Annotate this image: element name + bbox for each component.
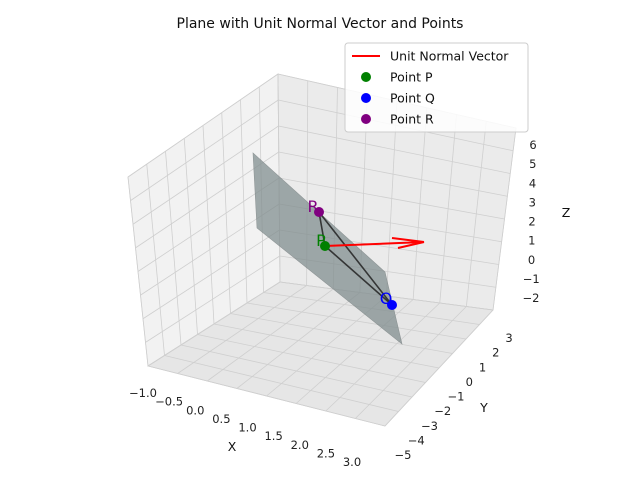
tick-labels: −1.0−0.50.00.51.01.52.02.53.0 −5−4−3−2−10… <box>129 138 540 469</box>
y-tick-label: 0 <box>466 375 473 389</box>
grid-line-x <box>386 100 398 297</box>
z-tick-label: 3 <box>529 195 536 209</box>
point-p-label: P <box>316 231 326 250</box>
z-tick-label: 4 <box>529 176 536 190</box>
point-r-marker <box>314 207 324 217</box>
y-tick-label: −5 <box>395 448 412 462</box>
y-tick-label: −4 <box>408 433 425 447</box>
x-tick-label: −1.0 <box>129 386 157 400</box>
grid-line-x <box>465 121 487 307</box>
legend-label-point-r: Point R <box>390 112 434 127</box>
normal-shaft <box>324 241 425 247</box>
z-tick-label: −1 <box>523 272 540 286</box>
edge-r-p <box>318 211 326 247</box>
legend-label-point-q: Point Q <box>390 91 435 106</box>
triangle-edges <box>318 211 393 306</box>
y-tick-label: −1 <box>448 390 465 404</box>
grid-line-x <box>384 309 494 427</box>
point-r-label: R <box>307 197 318 216</box>
points-layer: P Q R <box>307 197 397 310</box>
y-tick-label: 2 <box>492 346 499 360</box>
x-tick-label: 1.0 <box>238 421 256 435</box>
legend-label-unit-normal-vector: Unit Normal Vector <box>390 49 509 64</box>
z-tick-label: 2 <box>528 215 535 229</box>
legend-box <box>344 42 529 133</box>
point-p-marker <box>320 241 330 251</box>
x-tick-label: −0.5 <box>155 395 183 409</box>
grid-line-x <box>439 114 457 304</box>
legend: Unit Normal Vector Point P Point Q Point R <box>344 42 529 133</box>
y-tick-label: 1 <box>479 360 486 374</box>
edge-p-q <box>324 245 393 306</box>
x-tick-label: 0.0 <box>186 403 204 417</box>
point-q-label: Q <box>380 289 393 308</box>
x-tick-label: 3.0 <box>343 455 361 469</box>
grid-line-y <box>230 313 453 354</box>
x-tick-label: 0.5 <box>212 412 230 426</box>
y-axis-label: Y <box>479 400 488 415</box>
grid-line-z <box>278 151 508 197</box>
x-axis-label: X <box>228 439 237 454</box>
unit-normal-vector <box>324 237 425 249</box>
legend-label-point-p: Point P <box>390 70 433 85</box>
z-tick-label: 1 <box>528 234 535 248</box>
chart-title: Plane with Unit Normal Vector and Points <box>177 16 464 32</box>
legend-swatch-point-p <box>361 72 371 82</box>
grid-line-x <box>325 302 441 412</box>
grid-line-y <box>213 323 440 369</box>
legend-swatch-point-q <box>361 93 371 103</box>
point-q-marker <box>387 300 397 310</box>
grid-line-x <box>355 306 467 419</box>
edge-q-r <box>318 211 393 306</box>
grid-line-y <box>202 125 215 325</box>
normal-head-upper <box>391 237 425 243</box>
grid-line-y <box>240 99 248 304</box>
y-tick-label: −2 <box>434 404 451 418</box>
grid-lines <box>127 73 517 427</box>
y-tick-label: 3 <box>505 331 512 345</box>
x-tick-label: 1.5 <box>264 429 282 443</box>
grid-line-y <box>246 302 467 340</box>
z-tick-label: 5 <box>529 157 536 171</box>
normal-head-lower <box>397 241 425 249</box>
z-axis-label: Z <box>562 205 571 220</box>
grid-line-z <box>132 125 279 225</box>
z-tick-label: 0 <box>528 253 535 267</box>
grid-line-y <box>221 112 231 314</box>
x-tick-label: 2.5 <box>317 446 335 460</box>
y-tick-label: −3 <box>421 419 438 433</box>
z-tick-label: 6 <box>529 138 536 152</box>
grid-line-z <box>127 73 279 178</box>
z-tick-label: −2 <box>523 291 540 305</box>
grid-line-z <box>130 99 279 201</box>
grid-line-x <box>412 107 428 300</box>
grid-line-x <box>492 127 517 311</box>
x-tick-label: 2.0 <box>291 438 309 452</box>
legend-swatch-point-r <box>361 114 371 124</box>
grid-line-z <box>278 125 511 174</box>
